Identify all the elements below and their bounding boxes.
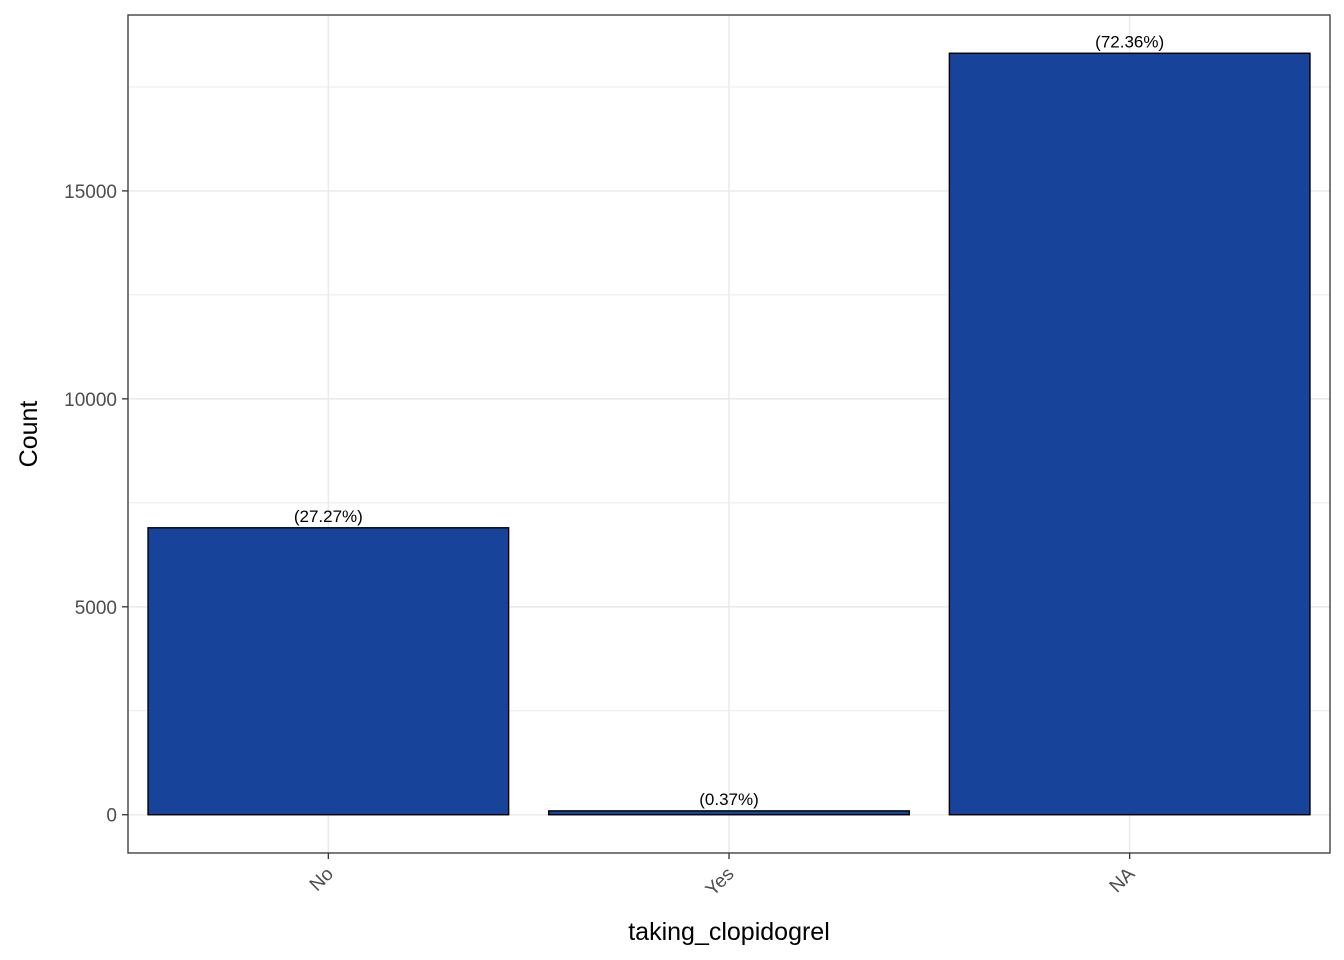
x-axis-title: taking_clopidogrel <box>628 918 830 946</box>
bar-yes <box>548 810 911 816</box>
y-axis-title: Count <box>15 401 43 468</box>
bar-label-yes: (0.37%) <box>699 790 759 809</box>
bar-label-na: (72.36%) <box>1095 32 1164 51</box>
bar-na <box>948 52 1311 816</box>
bar-label-no: (27.27%) <box>294 507 363 526</box>
y-tick-label: 5000 <box>75 598 117 619</box>
x-axis-ticks: No Yes NA <box>306 853 1140 901</box>
bars <box>147 52 1311 816</box>
x-tick-label-no: No <box>306 864 338 896</box>
y-axis-ticks: 0 5000 10000 15000 <box>64 182 128 827</box>
y-tick-label: 10000 <box>64 390 117 411</box>
y-tick-label: 0 <box>106 806 117 827</box>
x-tick-label-na: NA <box>1106 863 1140 897</box>
bar-labels: (27.27%) (0.37%) (72.36%) <box>294 32 1164 809</box>
x-tick-label-yes: Yes <box>702 864 739 901</box>
bar-no <box>147 527 510 816</box>
y-tick-label: 15000 <box>64 182 117 203</box>
